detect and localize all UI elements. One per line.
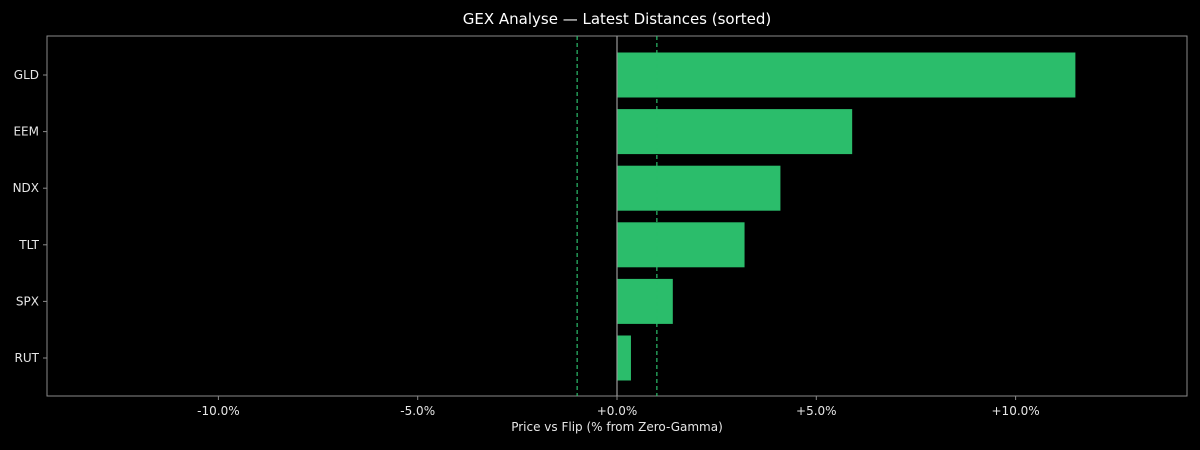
y-tick-label: GLD [14, 68, 39, 82]
y-tick-label: EEM [13, 125, 39, 139]
y-tick-label: SPX [16, 294, 39, 308]
y-tick-label: NDX [13, 181, 39, 195]
bar-gld [617, 52, 1076, 98]
bar-rut [617, 335, 631, 381]
bars-layer [617, 52, 1076, 381]
x-axis-label: Price vs Flip (% from Zero-Gamma) [511, 420, 723, 434]
bar-tlt [617, 222, 745, 268]
x-tick-label: -5.0% [400, 404, 435, 418]
bar-eem [617, 109, 853, 155]
reference-lines-layer [576, 36, 658, 396]
x-tick-label: +10.0% [992, 404, 1040, 418]
x-axis-ticks: -10.0% -5.0% +0.0% +5.0% +10.0% [197, 396, 1040, 418]
x-tick-label: +0.0% [597, 404, 638, 418]
chart-title: GEX Analyse — Latest Distances (sorted) [463, 10, 772, 28]
bar-ndx [617, 165, 781, 211]
bar-spx [617, 278, 673, 324]
y-axis-ticks: GLD EEM NDX TLT SPX RUT [13, 68, 47, 365]
x-tick-label: +5.0% [796, 404, 837, 418]
x-tick-label: -10.0% [197, 404, 239, 418]
y-tick-label: RUT [15, 351, 40, 365]
y-tick-label: TLT [18, 238, 39, 252]
